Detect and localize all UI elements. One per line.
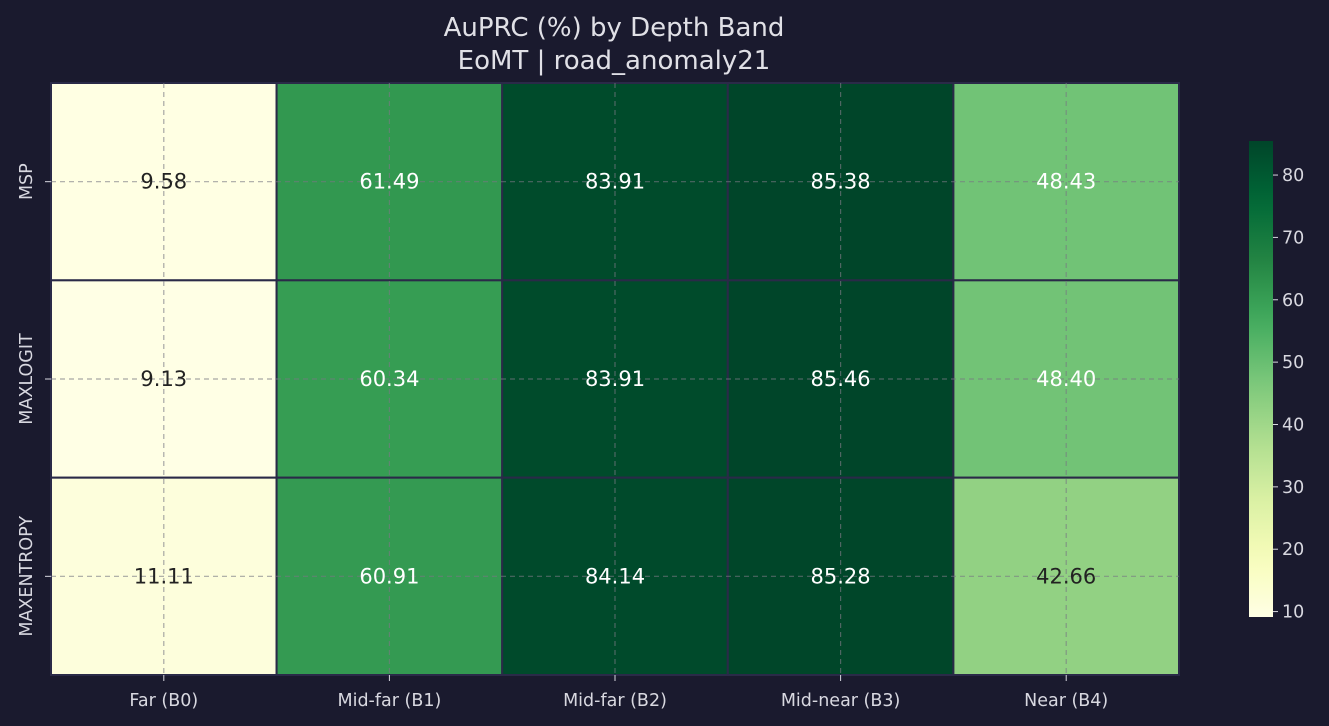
colorbar-tick-label: 10 xyxy=(1282,603,1304,623)
x-tick-label: Mid-far (B1) xyxy=(337,691,441,711)
colorbar-gradient xyxy=(1249,141,1273,617)
cell-value-label: 83.91 xyxy=(585,170,645,194)
cell-value-label: 85.46 xyxy=(811,367,871,391)
x-tick-label: Near (B4) xyxy=(1024,691,1108,711)
cell-value-label: 9.13 xyxy=(140,367,187,391)
cell-value-label: 61.49 xyxy=(359,170,419,194)
cell-value-label: 84.14 xyxy=(585,564,645,588)
cell-value-label: 85.28 xyxy=(811,564,871,588)
colorbar-tick-label: 30 xyxy=(1282,478,1304,498)
x-tick-label: Mid-near (B3) xyxy=(781,691,901,711)
cell-value-label: 42.66 xyxy=(1036,564,1096,588)
colorbar-tick-label: 40 xyxy=(1282,415,1304,435)
x-tick-label: Mid-far (B2) xyxy=(563,691,667,711)
cell-value-label: 48.40 xyxy=(1036,367,1096,391)
cell-value-label: 60.91 xyxy=(359,564,419,588)
colorbar-tick-label: 20 xyxy=(1282,540,1304,560)
y-tick-label: MAXENTROPY xyxy=(17,516,37,637)
colorbar-tick-label: 80 xyxy=(1282,166,1304,186)
cell-value-label: 48.43 xyxy=(1036,170,1096,194)
cell-value-label: 85.38 xyxy=(811,170,871,194)
y-tick-label: MSP xyxy=(17,163,37,200)
x-tick-label: Far (B0) xyxy=(129,691,198,711)
colorbar-tick-label: 70 xyxy=(1282,228,1304,248)
cell-value-label: 83.91 xyxy=(585,367,645,391)
colorbar-tick-label: 60 xyxy=(1282,291,1304,311)
colorbar: 10 20 30 40 50 60 70 80 xyxy=(1249,141,1304,623)
y-tick-label: MAXLOGIT xyxy=(17,333,37,425)
chart-subtitle: EoMT | road_anomaly21 xyxy=(458,46,771,76)
cell-labels-layer: 9.58 61.49 83.91 85.38 48.43 9.13 60.34 83.91 85… xyxy=(134,170,1097,589)
cell-value-label: 9.58 xyxy=(140,170,187,194)
chart-title: AuPRC (%) by Depth Band xyxy=(444,13,785,43)
grid-layer xyxy=(51,83,1179,675)
colorbar-tick-label: 50 xyxy=(1282,353,1304,373)
cell-value-label: 11.11 xyxy=(134,564,194,588)
axes-layer: Far (B0) Mid-far (B1) Mid-far (B2) Mid-near… xyxy=(17,163,1108,711)
cell-value-label: 60.34 xyxy=(359,367,419,391)
